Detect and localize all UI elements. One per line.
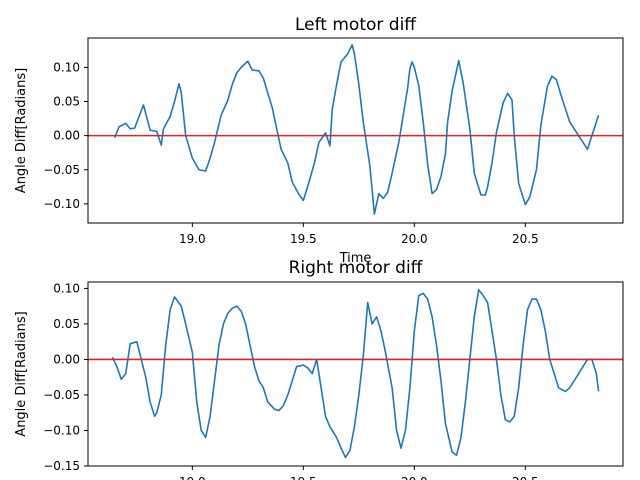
left-chart-title: Left motor diff bbox=[295, 15, 417, 35]
right-y-tick-label: −0.15 bbox=[43, 459, 80, 473]
right-y-tick-label: 0.10 bbox=[53, 281, 80, 295]
right-y-tick-label: 0.05 bbox=[53, 317, 80, 331]
right-axes-frame bbox=[87, 281, 624, 467]
left-x-tick-label: 20.0 bbox=[401, 232, 428, 246]
right-x-tick-label: 20.0 bbox=[401, 475, 428, 480]
left-y-tick-label: −0.10 bbox=[43, 197, 80, 211]
left-y-tick-label: 0.10 bbox=[53, 60, 80, 74]
right-series-line-0 bbox=[111, 289, 600, 459]
right-x-tick-label: 19.5 bbox=[290, 475, 317, 480]
right-y-tick-label: −0.05 bbox=[43, 388, 80, 402]
right-y-tick-label: 0.00 bbox=[53, 352, 80, 366]
left-axes-frame bbox=[87, 37, 624, 224]
left-y-tick-label: 0.00 bbox=[53, 129, 80, 143]
right-x-tick-label: 19.0 bbox=[179, 475, 206, 480]
right-chart-title: Right motor diff bbox=[289, 258, 424, 278]
left-x-tick-label: 19.5 bbox=[290, 232, 317, 246]
left-y-axis-label: Angle Diff[Radians] bbox=[14, 68, 29, 193]
left-x-tick-label: 19.0 bbox=[179, 232, 206, 246]
left-series-line-0 bbox=[113, 44, 600, 215]
right-y-axis-label: Angle Diff[Radians] bbox=[14, 311, 29, 436]
left-x-axis-label: Time bbox=[339, 251, 372, 266]
left-x-tick-label: 20.5 bbox=[512, 232, 539, 246]
left-y-tick-label: −0.05 bbox=[43, 163, 80, 177]
left-y-tick-label: 0.05 bbox=[53, 94, 80, 108]
right-x-tick-label: 20.5 bbox=[512, 475, 539, 480]
right-y-tick-label: −0.10 bbox=[43, 423, 80, 437]
